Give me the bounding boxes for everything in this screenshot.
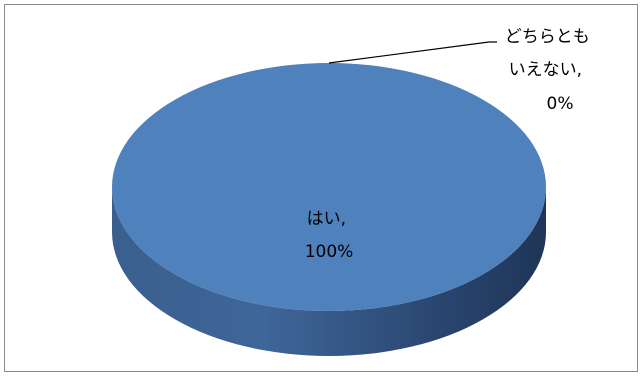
data-label-hai: はい, 100% (305, 209, 354, 262)
pie-slice-top-hai (112, 63, 546, 311)
pie-side-wall (112, 187, 546, 356)
data-label-dochiratomo: どちらとも いえない, 0% (505, 27, 595, 114)
data-label-dochiratomo-line2: いえない, (509, 60, 582, 80)
data-label-hai-line1: はい, (307, 209, 346, 229)
data-label-dochiratomo-line1: どちらとも (505, 27, 590, 47)
data-label-dochiratomo-line3: 0% (547, 94, 574, 114)
leader-line (328, 41, 497, 64)
data-label-hai-line2: 100% (305, 242, 354, 262)
